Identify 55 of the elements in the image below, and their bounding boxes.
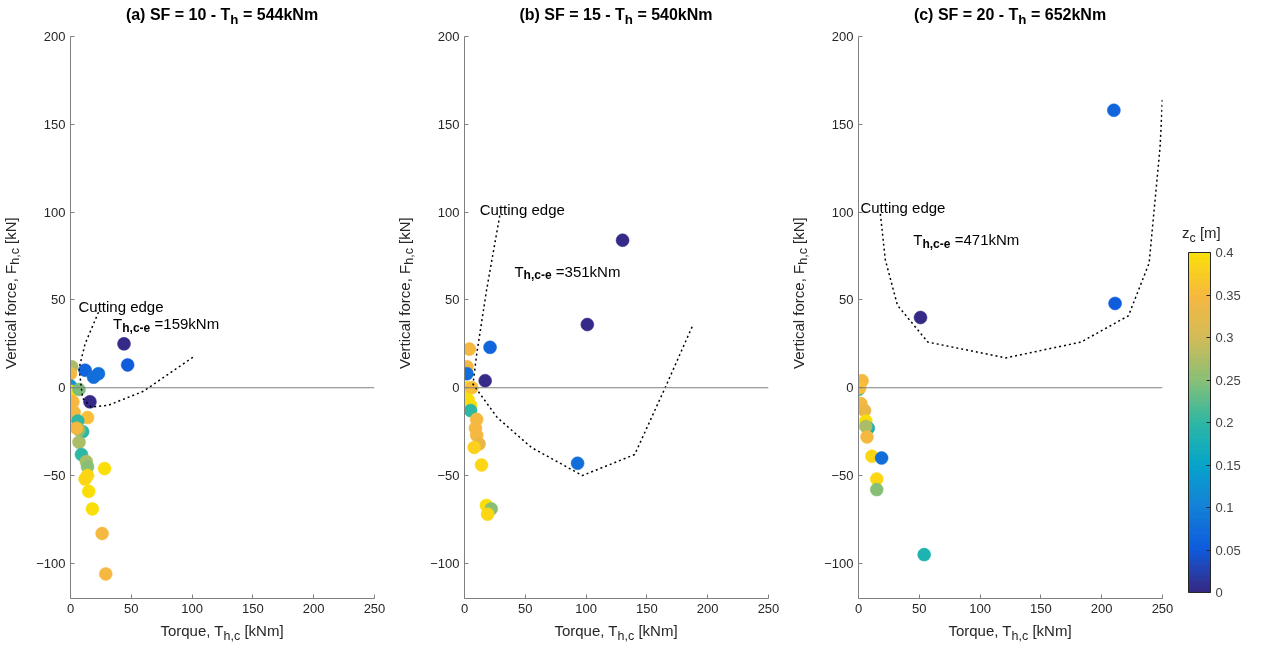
y-tick-label: 100	[831, 204, 854, 220]
y-tick-label: 0	[58, 380, 66, 396]
color-bar-title: z$_{c}$ [m]	[1182, 224, 1221, 245]
annotation: Cutting edge	[78, 297, 164, 315]
y-tick-label: 150	[43, 116, 66, 132]
y-tick-label: −50	[437, 468, 460, 484]
color-bar-label: 0.25	[1215, 372, 1241, 388]
chart-title: (c) SF = 20 - T$_{h}$ = 652kNm	[912, 5, 1108, 30]
y-tick-label: 150	[437, 116, 460, 132]
x-tick-label: 50	[124, 600, 139, 616]
y-tick-label: 100	[437, 204, 460, 220]
y-tick-label: 200	[831, 29, 854, 44]
y-tick-label: 50	[445, 292, 460, 308]
y-tick-label: −50	[831, 468, 854, 484]
y-tick-label: −100	[430, 555, 460, 571]
y-tick-label: 200	[437, 29, 460, 44]
x-tick-label: 50	[518, 600, 533, 616]
y-tick-label: 50	[51, 292, 66, 308]
color-bar-label: 0.4	[1215, 245, 1234, 260]
color-bar-label: 0.3	[1215, 330, 1234, 345]
x-axis-title: Torque, T$_{h,c}$ [kNm]	[947, 621, 1073, 645]
x-tick-label: 100	[181, 600, 203, 616]
y-tick-label: −50	[43, 468, 66, 484]
color-bar-label: 0.2	[1215, 415, 1234, 430]
x-tick-label: 100	[575, 600, 597, 616]
x-tick-label: 200	[1090, 600, 1113, 616]
x-tick-label: 200	[696, 600, 719, 616]
chart-title: (b) SF = 15 - T$_{h}$ = 540kNm	[518, 5, 714, 30]
x-tick-label: 100	[969, 600, 991, 616]
y-tick-label: 200	[43, 29, 66, 44]
y-tick-label: 0	[452, 380, 460, 396]
y-tick-label: 0	[846, 380, 854, 396]
y-tick-label: −100	[36, 555, 66, 571]
color-bar-label: 0.1	[1215, 500, 1234, 515]
color-bar-label: 0	[1215, 585, 1223, 600]
x-tick-label: 250	[1151, 600, 1174, 616]
x-tick-label: 250	[757, 600, 780, 616]
y-tick-label: 50	[839, 292, 854, 308]
color-bar-label: 0.05	[1215, 542, 1241, 558]
x-tick-label: 200	[302, 600, 325, 616]
x-axis-title: Torque, T$_{h,c}$ [kNm]	[553, 621, 679, 645]
annotation: Cutting edge	[860, 199, 946, 217]
annotation: Cutting edge	[479, 201, 565, 219]
x-axis-title: Torque, T$_{h,c}$ [kNm]	[159, 621, 285, 645]
color-bar-label: 0.15	[1215, 457, 1241, 473]
x-tick-label: 250	[363, 600, 386, 616]
chart-title: (a) SF = 10 - T$_{h}$ = 544kNm	[124, 5, 320, 30]
y-tick-label: −100	[824, 555, 854, 571]
color-bar-label: 0.35	[1215, 287, 1241, 303]
x-tick-label: 150	[1030, 600, 1052, 616]
x-tick-label: 150	[242, 600, 264, 616]
y-tick-label: 100	[43, 204, 66, 220]
y-tick-label: 150	[831, 116, 854, 132]
x-tick-label: 50	[912, 600, 927, 616]
x-tick-label: 150	[636, 600, 658, 616]
